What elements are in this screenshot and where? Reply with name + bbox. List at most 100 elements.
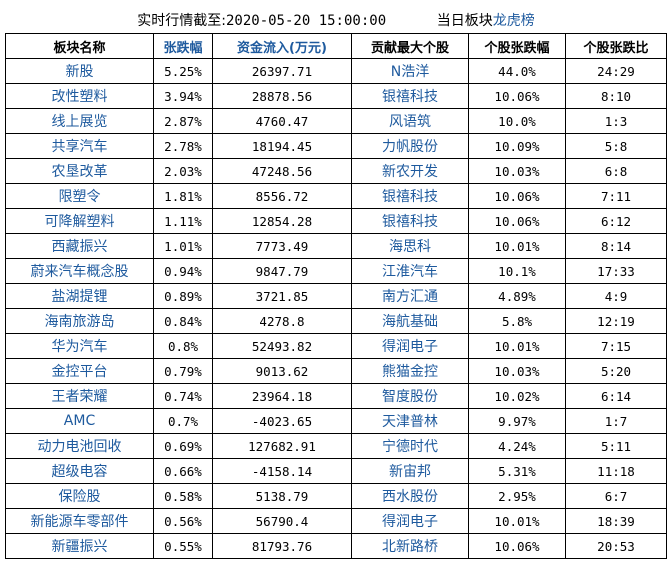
fund-inflow: -4023.65: [212, 408, 352, 434]
sector-name-link[interactable]: 西藏振兴: [5, 233, 154, 259]
sector-change: 3.94%: [153, 83, 213, 109]
col-fund-inflow[interactable]: 资金流入(万元): [212, 33, 352, 59]
stock-ratio: 18:39: [565, 508, 667, 534]
sector-name-link[interactable]: 超级电容: [5, 458, 154, 484]
top-stock-link[interactable]: 海思科: [351, 233, 469, 259]
top-stock-link[interactable]: 南方汇通: [351, 283, 469, 309]
stock-ratio: 5:8: [565, 133, 667, 159]
top-stock-link[interactable]: N浩洋: [351, 58, 469, 84]
sector-change: 0.89%: [153, 283, 213, 309]
top-stock-link[interactable]: 北新路桥: [351, 533, 469, 559]
stock-ratio: 11:18: [565, 458, 667, 484]
table-row: 超级电容 0.66% -4158.14 新宙邦 5.31% 11:18: [5, 458, 667, 484]
fund-inflow: 26397.71: [212, 58, 352, 84]
table-row: 改性塑料 3.94% 28878.56 银禧科技 10.06% 8:10: [5, 83, 667, 109]
col-change[interactable]: 张跌幅: [153, 33, 213, 59]
top-stock-link[interactable]: 力帆股份: [351, 133, 469, 159]
table-row: 海南旅游岛 0.84% 4278.8 海航基础 5.8% 12:19: [5, 308, 667, 334]
fund-inflow: 28878.56: [212, 83, 352, 109]
top-stock-link[interactable]: 银禧科技: [351, 83, 469, 109]
fund-inflow: 18194.45: [212, 133, 352, 159]
sector-name-link[interactable]: AMC: [5, 408, 154, 434]
sector-name-link[interactable]: 盐湖提锂: [5, 283, 154, 309]
stock-ratio: 1:3: [565, 108, 667, 134]
stock-change: 10.02%: [468, 383, 566, 409]
table-row: 新股 5.25% 26397.71 N浩洋 44.0% 24:29: [5, 58, 667, 84]
stock-change: 4.89%: [468, 283, 566, 309]
top-stock-link[interactable]: 新宙邦: [351, 458, 469, 484]
top-stock-link[interactable]: 智度股份: [351, 383, 469, 409]
title-prefix: 实时行情截至:: [137, 13, 226, 29]
stock-change: 10.03%: [468, 358, 566, 384]
stock-change: 10.03%: [468, 158, 566, 184]
top-stock-link[interactable]: 宁德时代: [351, 433, 469, 459]
fund-inflow: 56790.4: [212, 508, 352, 534]
stock-ratio: 6:12: [565, 208, 667, 234]
table-row: 华为汽车 0.8% 52493.82 得润电子 10.01% 7:15: [5, 333, 667, 359]
sector-change: 2.78%: [153, 133, 213, 159]
sector-change: 0.69%: [153, 433, 213, 459]
table-row: 西藏振兴 1.01% 7773.49 海思科 10.01% 8:14: [5, 233, 667, 259]
sector-name-link[interactable]: 保险股: [5, 483, 154, 509]
stock-change: 4.24%: [468, 433, 566, 459]
sector-name-link[interactable]: 海南旅游岛: [5, 308, 154, 334]
sector-change: 0.94%: [153, 258, 213, 284]
stock-ratio: 5:11: [565, 433, 667, 459]
fund-inflow: 9013.62: [212, 358, 352, 384]
sector-name-link[interactable]: 改性塑料: [5, 83, 154, 109]
stock-ratio: 8:14: [565, 233, 667, 259]
sector-name-link[interactable]: 新股: [5, 58, 154, 84]
sector-name-link[interactable]: 新疆振兴: [5, 533, 154, 559]
fund-inflow: 5138.79: [212, 483, 352, 509]
top-stock-link[interactable]: 西水股份: [351, 483, 469, 509]
stock-ratio: 5:20: [565, 358, 667, 384]
stock-ratio: 12:19: [565, 308, 667, 334]
top-stock-link[interactable]: 银禧科技: [351, 208, 469, 234]
sector-name-link[interactable]: 华为汽车: [5, 333, 154, 359]
fund-inflow: 4278.8: [212, 308, 352, 334]
stock-ratio: 24:29: [565, 58, 667, 84]
sector-name-link[interactable]: 王者荣耀: [5, 383, 154, 409]
stock-ratio: 1:7: [565, 408, 667, 434]
sector-change: 2.87%: [153, 108, 213, 134]
table-row: 新疆振兴 0.55% 81793.76 北新路桥 10.06% 20:53: [5, 533, 667, 559]
sector-change: 0.56%: [153, 508, 213, 534]
top-stock-link[interactable]: 熊猫金控: [351, 358, 469, 384]
sector-name-link[interactable]: 共享汽车: [5, 133, 154, 159]
dragon-tiger-link[interactable]: 龙虎榜: [492, 13, 535, 29]
stock-change: 10.09%: [468, 133, 566, 159]
table-row: 共享汽车 2.78% 18194.45 力帆股份 10.09% 5:8: [5, 133, 667, 159]
sector-name-link[interactable]: 蔚来汽车概念股: [5, 258, 154, 284]
stock-ratio: 17:33: [565, 258, 667, 284]
sector-name-link[interactable]: 新能源车零部件: [5, 508, 154, 534]
col-sector-name: 板块名称: [5, 33, 154, 59]
sector-change: 5.25%: [153, 58, 213, 84]
stock-ratio: 20:53: [565, 533, 667, 559]
stock-change: 10.06%: [468, 208, 566, 234]
fund-inflow: 4760.47: [212, 108, 352, 134]
top-stock-link[interactable]: 新农开发: [351, 158, 469, 184]
table-row: 农垦改革 2.03% 47248.56 新农开发 10.03% 6:8: [5, 158, 667, 184]
top-stock-link[interactable]: 得润电子: [351, 333, 469, 359]
fund-inflow: 23964.18: [212, 383, 352, 409]
stock-change: 10.06%: [468, 533, 566, 559]
sector-name-link[interactable]: 农垦改革: [5, 158, 154, 184]
sector-name-link[interactable]: 线上展览: [5, 108, 154, 134]
sector-name-link[interactable]: 可降解塑料: [5, 208, 154, 234]
table-row: 线上展览 2.87% 4760.47 风语筑 10.0% 1:3: [5, 108, 667, 134]
top-stock-link[interactable]: 银禧科技: [351, 183, 469, 209]
sector-name-link[interactable]: 限塑令: [5, 183, 154, 209]
table-row: AMC 0.7% -4023.65 天津普林 9.97% 1:7: [5, 408, 667, 434]
fund-inflow: 52493.82: [212, 333, 352, 359]
top-stock-link[interactable]: 海航基础: [351, 308, 469, 334]
sector-name-link[interactable]: 动力电池回收: [5, 433, 154, 459]
top-stock-link[interactable]: 江淮汽车: [351, 258, 469, 284]
top-stock-link[interactable]: 天津普林: [351, 408, 469, 434]
sector-change: 0.66%: [153, 458, 213, 484]
stock-ratio: 6:14: [565, 383, 667, 409]
stock-ratio: 8:10: [565, 83, 667, 109]
stock-change: 10.01%: [468, 233, 566, 259]
top-stock-link[interactable]: 得润电子: [351, 508, 469, 534]
top-stock-link[interactable]: 风语筑: [351, 108, 469, 134]
sector-name-link[interactable]: 金控平台: [5, 358, 154, 384]
